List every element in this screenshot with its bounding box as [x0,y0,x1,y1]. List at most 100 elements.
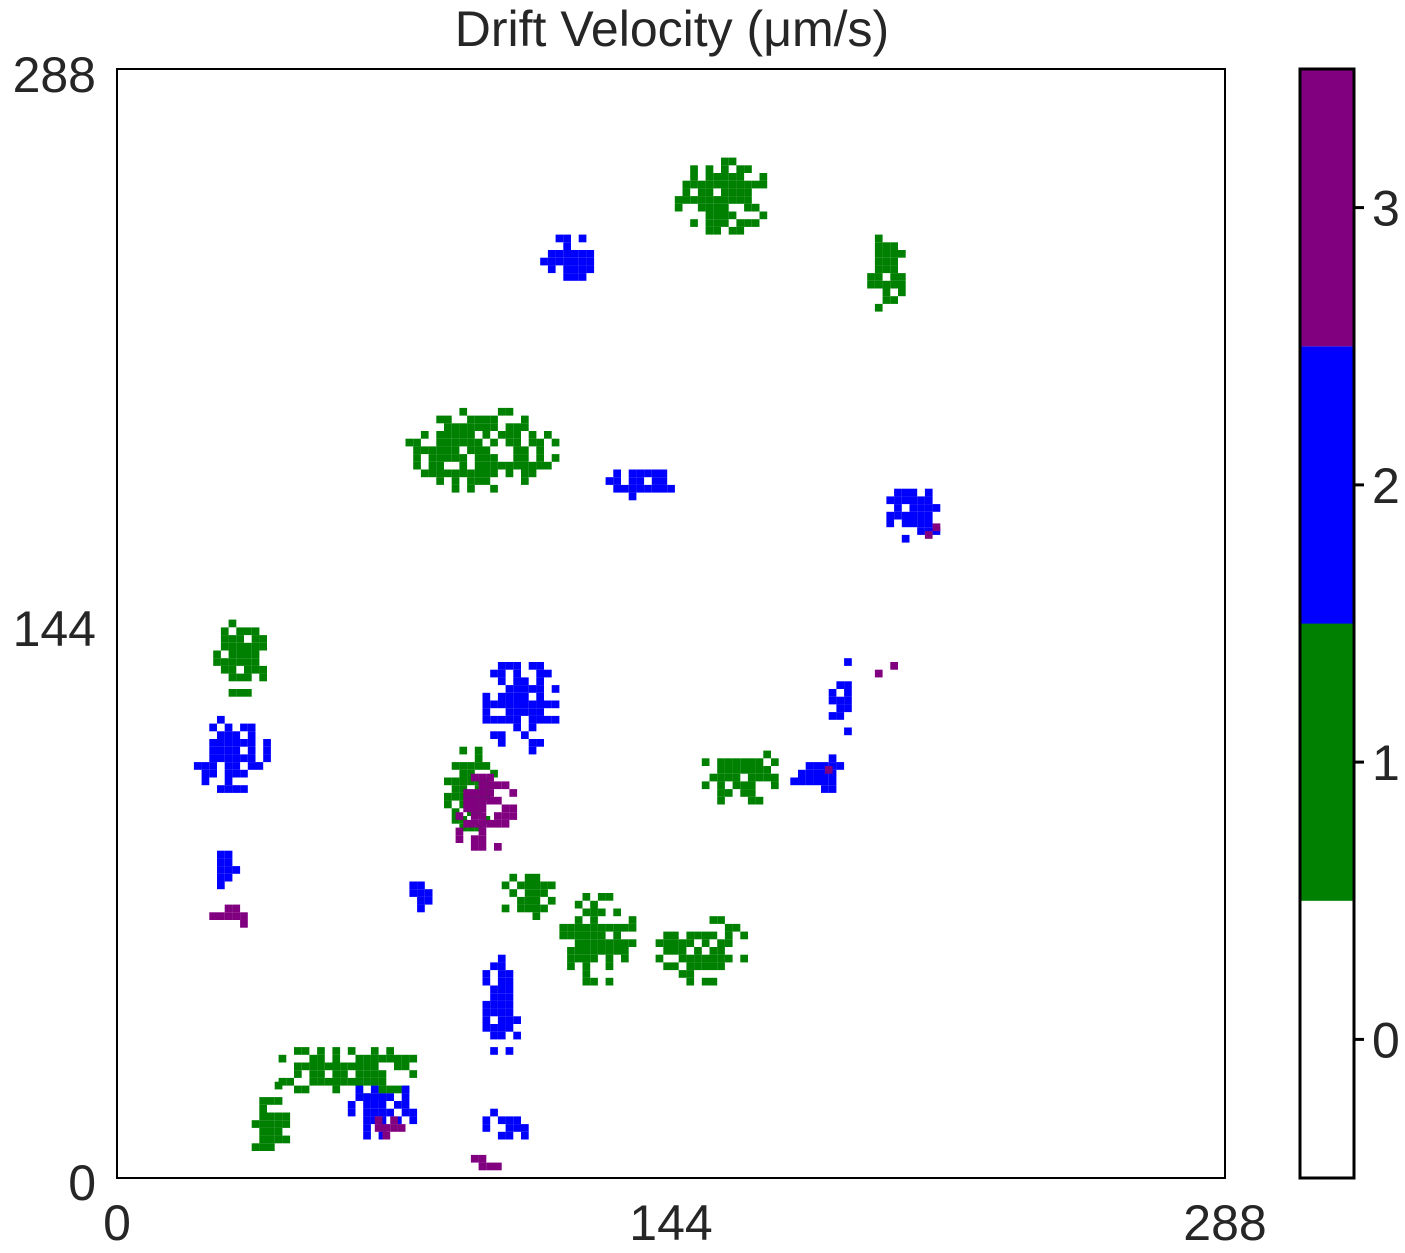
heatmap-cell [690,196,698,204]
heatmap-cell [659,477,668,485]
heatmap-cell [274,1081,283,1090]
heatmap-cell [736,165,745,173]
heatmap-cell [482,1016,491,1024]
heatmap-cell [917,519,925,528]
heatmap-cell [628,477,637,485]
heatmap-cell [201,762,210,770]
heatmap-cell [451,423,460,431]
heatmap-cell [844,727,852,736]
heatmap-cell [924,511,933,520]
heatmap-cell [470,819,479,828]
heatmap-cell [244,650,252,659]
heatmap-cell [798,777,806,786]
heatmap-cell [763,773,771,782]
heatmap-cell [459,469,468,478]
heatmap-cell [547,250,556,258]
heatmap-cell [224,769,233,778]
heatmap-cell [717,939,725,947]
heatmap-cell [436,469,444,478]
heatmap-cell [274,1127,283,1136]
heatmap-cell [478,781,487,790]
heatmap-cell [255,762,264,770]
heatmap-cell [490,1008,498,1017]
heatmap-cell [474,446,483,455]
heatmap-cell [613,469,621,478]
heatmap-cell [363,1131,371,1140]
heatmap-cell [909,496,918,505]
heatmap-cell [528,723,537,732]
heatmap-cell [463,789,471,797]
heatmap-cell [505,977,514,986]
heatmap-cell [628,469,637,478]
heatmap-cell [894,488,902,497]
heatmap-cell [544,461,552,470]
heatmap-cell [747,781,756,790]
heatmap-cell [217,739,225,747]
heatmap-cell [451,431,460,439]
heatmap-cell [721,157,729,166]
heatmap-cell [497,662,506,670]
heatmap-cell [651,469,660,478]
heatmap-cell [732,766,741,774]
heatmap-cell [655,954,664,963]
heatmap-cell [605,977,614,986]
heatmap-cell [474,469,483,478]
heatmap-cell [228,635,237,643]
heatmap-cell [247,762,256,770]
heatmap-cell [524,873,533,882]
heatmap-cell [282,1120,291,1128]
heatmap-cell [574,900,583,909]
heatmap-cell [332,1070,341,1078]
heatmap-cell [890,296,898,304]
heatmap-cell [378,1077,387,1086]
heatmap-cell [470,796,479,805]
heatmap-cell [251,658,260,666]
heatmap-cell [459,461,468,470]
heatmap-cell [686,954,695,963]
heatmap-cell [294,1047,302,1055]
heatmap-cell [486,796,494,805]
heatmap-cell [209,723,217,732]
heatmap-cell [555,257,564,266]
heatmap-cell [497,692,506,701]
heatmap-cell [532,912,541,920]
heatmap-cell [420,469,429,478]
heatmap-cell [728,180,737,189]
heatmap-cell [821,769,829,778]
heatmap-cell [521,423,529,431]
heatmap-cell [370,1108,379,1117]
heatmap-cell [478,773,487,782]
heatmap-cell [340,1077,348,1086]
heatmap-cell [467,431,475,439]
heatmap-cell [621,484,629,493]
heatmap-cell [836,681,845,689]
heatmap-cell [513,1031,521,1040]
heatmap-cell [771,773,779,782]
heatmap-cell [513,1124,521,1132]
heatmap-cell [463,804,471,813]
heatmap-cell [478,835,487,843]
heatmap-cell [628,916,637,924]
heatmap-cell [655,939,664,947]
heatmap-cell [505,431,514,439]
heatmap-cell [409,1070,418,1078]
heatmap-cell [755,796,764,805]
heatmap-cell [247,754,256,763]
heatmap-cell [890,662,898,670]
heatmap-cell [724,923,733,932]
heatmap-cell [867,280,875,289]
heatmap-cell [444,446,452,455]
heatmap-cell [571,273,579,281]
heatmap-cell [401,1085,410,1094]
heatmap-cell [424,889,433,897]
heatmap-cell [209,769,217,778]
heatmap-cell [732,923,741,932]
colorbar-ticks: 0 1 2 3 [1354,181,1400,1068]
heatmap-cell [474,746,483,755]
heatmap-cell [282,1112,291,1121]
heatmap-cell [521,415,529,424]
heatmap-cell [228,673,237,682]
heatmap-cell [728,173,737,181]
heatmap-cell [494,843,502,851]
heatmap-cell [898,250,906,258]
